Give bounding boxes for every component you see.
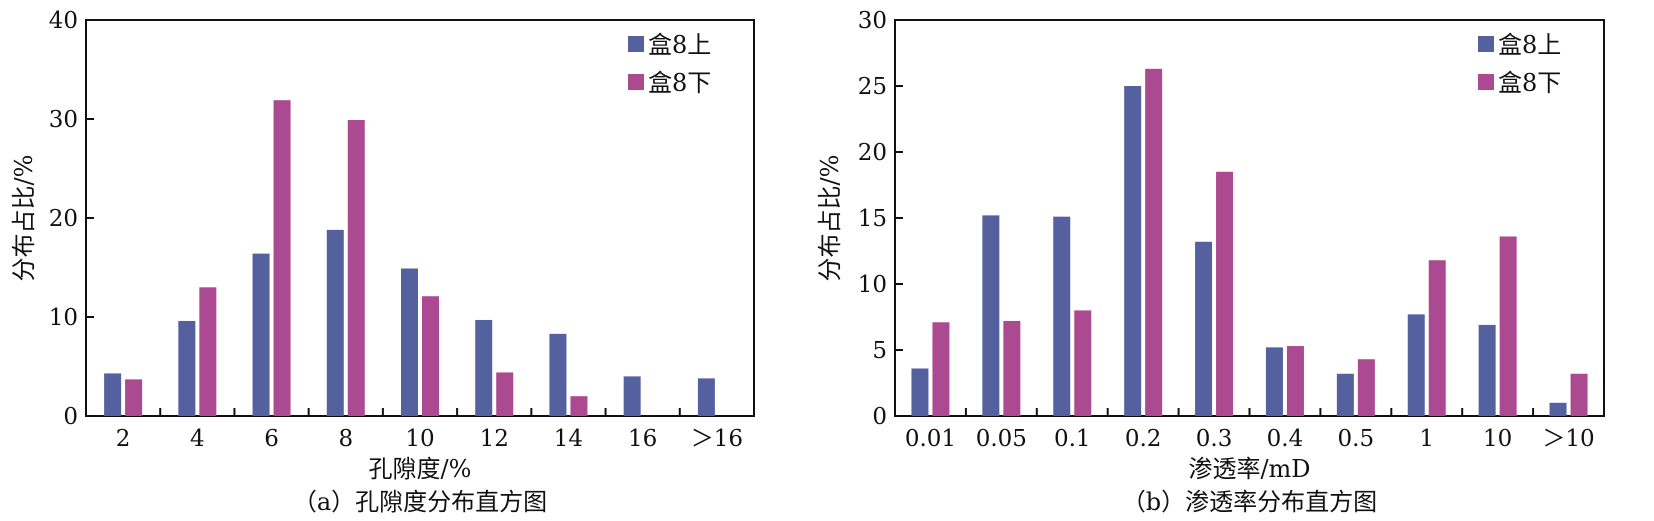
legend-label-1: 盒8上 (1498, 31, 1561, 59)
x-tick-label: 0.2 (1125, 426, 1162, 452)
bar-b-series1-9 (1549, 402, 1567, 416)
bar-b-series1-3 (1124, 86, 1142, 416)
y-tick-label: 15 (858, 206, 887, 232)
y-tick-label: 5 (872, 338, 887, 364)
bar-a-series1-8 (697, 378, 715, 416)
bar-b-series2-4 (1216, 171, 1234, 416)
x-tick-label: 12 (480, 426, 509, 452)
bar-a-series1-0 (104, 373, 122, 416)
bar-a-series1-2 (252, 253, 270, 416)
bar-b-series2-3 (1145, 68, 1163, 416)
bar-b-series2-1 (1003, 320, 1021, 416)
x-tick-label: 10 (405, 426, 434, 452)
x-tick-label: 0.01 (905, 426, 956, 452)
bar-a-series2-2 (273, 100, 291, 416)
bar-b-series2-0 (932, 322, 950, 416)
y-axis-label: 分布占比/% (10, 155, 38, 282)
bar-b-series1-1 (982, 215, 1000, 416)
x-tick-label: 0.05 (976, 426, 1027, 452)
x-tick-label: 0.5 (1338, 426, 1375, 452)
bar-b-series2-9 (1570, 373, 1588, 416)
bar-a-series2-3 (347, 119, 365, 417)
x-tick-label: 6 (264, 426, 279, 452)
y-tick-label: 0 (872, 404, 887, 430)
y-tick-label: 30 (49, 107, 78, 133)
figure-caption: （b）渗透率分布直方图 (1122, 488, 1377, 516)
y-tick-label: 10 (858, 272, 887, 298)
bar-a-series2-4 (422, 296, 439, 416)
x-tick-label: 14 (554, 426, 583, 452)
y-tick-label: 30 (858, 8, 887, 34)
bar-b-series2-7 (1428, 260, 1446, 416)
x-tick-label: 8 (338, 426, 353, 452)
bar-b-series1-7 (1407, 314, 1425, 416)
legend-swatch-1 (628, 36, 644, 52)
bar-b-series2-6 (1357, 359, 1375, 416)
chart-permeability: 0 5 10 15 20 25 30 0.01 0.05 0.1 0.2 0.3 0.4 0.5 1 10 ＞1… (816, 8, 1605, 516)
x-tick-label: 0.4 (1267, 426, 1304, 452)
x-tick-label: 0.3 (1196, 426, 1233, 452)
bar-b-series1-0 (911, 368, 929, 416)
y-tick-label: 25 (858, 74, 887, 100)
bar-a-series2-0 (125, 379, 143, 416)
y-tick-label: 20 (49, 206, 78, 232)
bar-b-series1-8 (1478, 324, 1496, 416)
bar-a-series2-5 (496, 372, 514, 416)
x-tick-label: 1 (1419, 426, 1434, 452)
figure-caption: （a）孔隙度分布直方图 (293, 488, 547, 516)
y-axis-label: 分布占比/% (816, 155, 844, 282)
bar-b-series1-5 (1265, 347, 1283, 416)
bar-b-series2-2 (1074, 310, 1092, 416)
bar-b-series1-4 (1195, 241, 1213, 416)
bar-a-series2-1 (199, 287, 217, 416)
x-tick-label: 10 (1483, 426, 1512, 452)
legend-label-1: 盒8上 (648, 31, 711, 59)
bar-a-series2-6 (570, 396, 588, 416)
bar-a-series1-7 (623, 376, 641, 416)
bar-a-series1-1 (178, 320, 196, 416)
bar-a-series1-6 (549, 333, 567, 416)
bar-b-series2-8 (1499, 236, 1517, 416)
legend-swatch-1 (1478, 36, 1494, 52)
x-tick-label: 4 (190, 426, 205, 452)
y-tick-label: 0 (63, 404, 78, 430)
bar-b-series2-5 (1286, 346, 1304, 416)
bar-b-series1-6 (1336, 373, 1354, 416)
y-tick-label: 10 (49, 305, 78, 331)
legend-label-2: 盒8下 (1498, 69, 1561, 97)
bar-a-series1-5 (475, 319, 493, 416)
bar-b-series1-2 (1053, 216, 1071, 416)
legend-swatch-2 (1478, 74, 1494, 90)
x-axis-label: 渗透率/mD (1188, 455, 1310, 483)
x-tick-label: 0.1 (1054, 426, 1091, 452)
x-axis-label: 孔隙度/% (369, 455, 472, 483)
legend-label-2: 盒8下 (648, 69, 711, 97)
bar-a-series1-4 (401, 268, 418, 416)
legend-swatch-2 (628, 74, 644, 90)
x-tick-label: ＞16 (691, 426, 743, 452)
y-tick-label: 40 (49, 8, 78, 34)
x-tick-label: 16 (628, 426, 657, 452)
x-tick-label: ＞10 (1542, 426, 1594, 452)
x-tick-label: 2 (116, 426, 131, 452)
y-tick-label: 20 (858, 140, 887, 166)
bar-a-series1-3 (326, 229, 344, 416)
